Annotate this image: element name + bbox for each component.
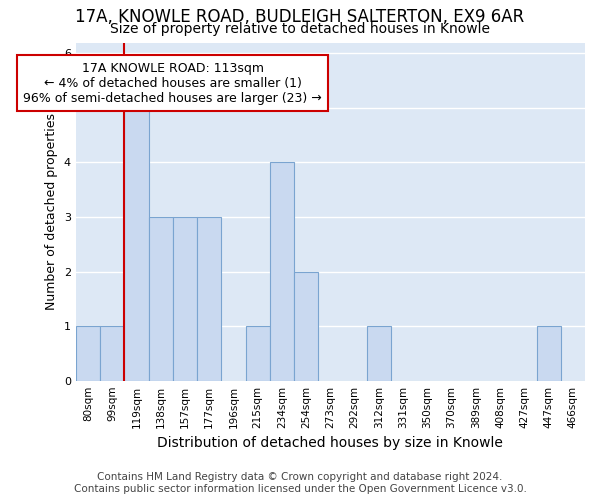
Bar — [245, 326, 270, 380]
Y-axis label: Number of detached properties: Number of detached properties — [45, 113, 58, 310]
Bar — [270, 162, 294, 380]
X-axis label: Distribution of detached houses by size in Knowle: Distribution of detached houses by size … — [157, 436, 503, 450]
Bar — [149, 217, 173, 380]
Text: Size of property relative to detached houses in Knowle: Size of property relative to detached ho… — [110, 22, 490, 36]
Text: 17A, KNOWLE ROAD, BUDLEIGH SALTERTON, EX9 6AR: 17A, KNOWLE ROAD, BUDLEIGH SALTERTON, EX… — [76, 8, 524, 26]
Text: 17A KNOWLE ROAD: 113sqm
← 4% of detached houses are smaller (1)
96% of semi-deta: 17A KNOWLE ROAD: 113sqm ← 4% of detached… — [23, 62, 322, 104]
Bar — [197, 217, 221, 380]
Bar — [294, 272, 318, 380]
Bar — [76, 326, 100, 380]
Bar — [100, 326, 124, 380]
Bar — [367, 326, 391, 380]
Bar — [536, 326, 561, 380]
Text: Contains HM Land Registry data © Crown copyright and database right 2024.
Contai: Contains HM Land Registry data © Crown c… — [74, 472, 526, 494]
Bar — [124, 108, 149, 380]
Bar — [173, 217, 197, 380]
